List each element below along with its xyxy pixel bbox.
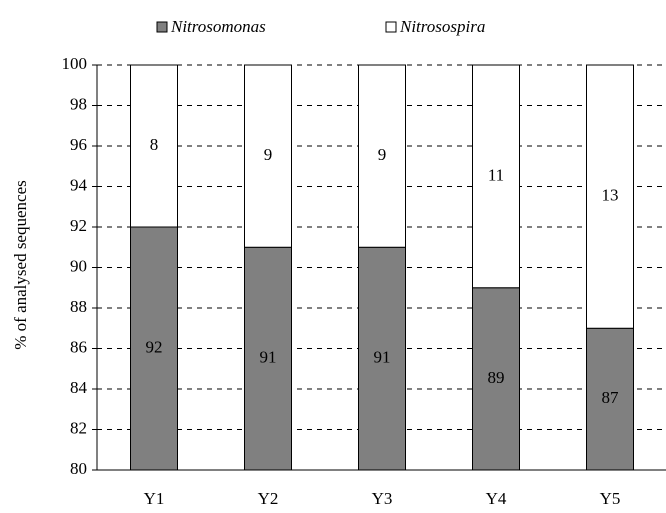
legend-label: Nitrosospira (399, 17, 485, 36)
bar-segment (130, 64, 178, 228)
y-tick-label: 100 (62, 54, 88, 73)
y-tick-label: 94 (70, 175, 88, 194)
y-axis-label: % of analysed sequences (11, 180, 30, 349)
data-label: 91 (260, 348, 277, 367)
bar-segment (358, 64, 406, 248)
legend-swatch (156, 21, 168, 33)
data-label: 92 (146, 337, 163, 356)
x-tick-label: Y4 (486, 489, 507, 508)
bar-segment (130, 226, 178, 471)
data-label: 9 (378, 145, 387, 164)
y-tick-label: 90 (70, 256, 87, 275)
data-label: 87 (602, 388, 620, 407)
legend-label: Nitrosomonas (170, 17, 266, 36)
x-tick-label: Y5 (600, 489, 621, 508)
data-label: 11 (488, 165, 504, 184)
y-tick-label: 98 (70, 94, 87, 113)
y-tick-label: 86 (70, 337, 87, 356)
x-tick-label: Y3 (372, 489, 393, 508)
bar-segment (358, 246, 406, 471)
data-label: 9 (264, 145, 273, 164)
y-tick-label: 84 (70, 378, 88, 397)
data-label: 89 (488, 368, 505, 387)
bar-segment (472, 287, 520, 471)
x-tick-label: Y2 (258, 489, 279, 508)
data-label: 91 (374, 348, 391, 367)
bar-segment (244, 64, 292, 248)
y-tick-label: 96 (70, 135, 87, 154)
y-tick-label: 88 (70, 297, 87, 316)
y-tick-label: 82 (70, 418, 87, 437)
bar-segment (586, 64, 634, 329)
y-tick-label: 92 (70, 216, 87, 235)
x-tick-label: Y1 (144, 489, 165, 508)
bar-segment (586, 327, 634, 471)
legend-swatch (385, 21, 397, 33)
y-tick-label: 80 (70, 459, 87, 478)
bar-segment (472, 64, 520, 289)
bar-segment (244, 246, 292, 471)
data-label: 8 (150, 135, 159, 154)
data-label: 13 (602, 186, 619, 205)
